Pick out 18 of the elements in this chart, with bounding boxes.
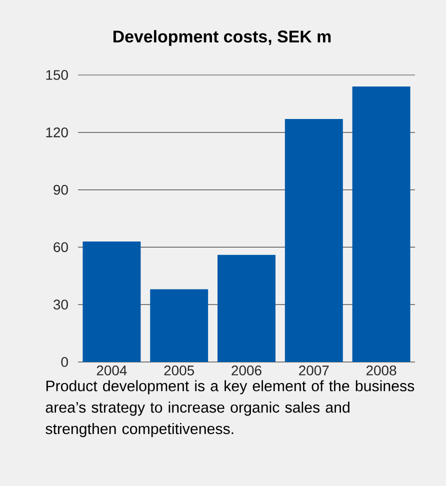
y-tick-label: 120 [46, 127, 68, 138]
x-tick-label: 2004 [96, 366, 127, 376]
bar [150, 289, 208, 362]
chart-title: Development costs, SEK m [113, 30, 331, 46]
y-tick-label: 90 [54, 184, 68, 195]
x-tick-label: 2008 [366, 366, 396, 376]
x-tick-label: 2007 [299, 366, 329, 376]
bar [352, 86, 410, 362]
x-tick-label: 2005 [164, 366, 194, 376]
x-tick-label: 2006 [232, 366, 262, 376]
bar [218, 254, 276, 362]
text: Product development is a key element of the business area’s strategy to increase organic sales and strengthen competitiveness. [46, 380, 414, 438]
bar [284, 119, 343, 362]
y-tick-label: 150 [46, 70, 68, 80]
y-tick-label: 30 [53, 300, 68, 310]
y-tick-label: 60 [54, 242, 68, 252]
bar [82, 241, 141, 362]
y-tick-label: 0 [61, 357, 68, 367]
